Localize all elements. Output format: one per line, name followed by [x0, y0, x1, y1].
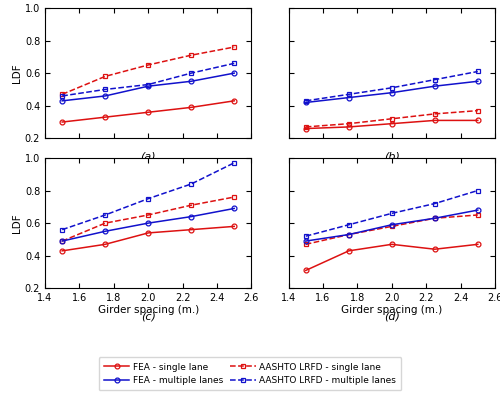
Text: (a): (a)	[140, 151, 156, 162]
Legend: FEA - single lane, FEA - multiple lanes, AASHTO LRFD - single lane, AASHTO LRFD : FEA - single lane, FEA - multiple lanes,…	[98, 357, 402, 391]
Y-axis label: LDF: LDF	[12, 63, 22, 83]
X-axis label: Girder spacing (m.): Girder spacing (m.)	[341, 305, 442, 314]
Text: (c): (c)	[141, 312, 156, 322]
Y-axis label: LDF: LDF	[12, 213, 22, 233]
Text: (d): (d)	[384, 312, 400, 322]
X-axis label: Girder spacing (m.): Girder spacing (m.)	[98, 305, 199, 314]
Text: (b): (b)	[384, 151, 400, 162]
